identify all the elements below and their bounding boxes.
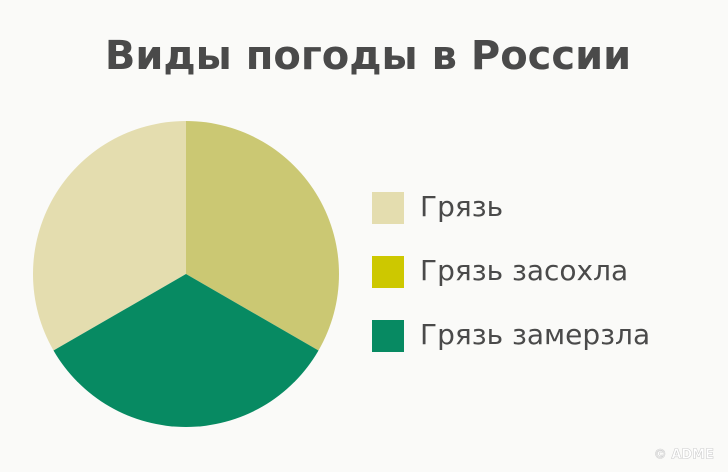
pie-slice <box>186 121 339 351</box>
legend-swatch <box>372 256 404 288</box>
pie-slice <box>53 274 319 427</box>
legend-label: Грязь <box>420 190 503 223</box>
pie-slice <box>33 121 186 351</box>
watermark: © ADME <box>654 448 714 463</box>
legend-label: Грязь засохла <box>420 254 628 287</box>
chart-title: Виды погоды в России <box>105 33 631 79</box>
legend-swatch <box>372 192 404 224</box>
legend-swatch <box>372 320 404 352</box>
legend-label: Грязь замерзла <box>420 318 650 351</box>
